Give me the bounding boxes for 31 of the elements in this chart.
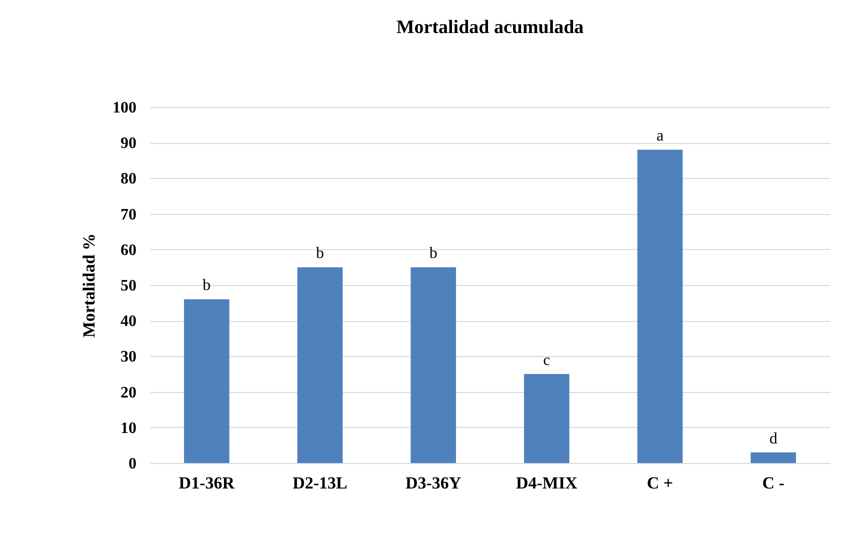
y-tick-label: 40 [120, 313, 136, 330]
y-tick-label: 50 [120, 278, 136, 294]
annotation: b [316, 245, 324, 262]
x-tick-label: D4-MIX [516, 474, 578, 492]
annotation: d [769, 430, 778, 448]
y-tick-label: 60 [120, 242, 136, 259]
x-tick-label: C - [762, 474, 785, 492]
annotation: a [656, 128, 664, 145]
y-tick-label: 10 [120, 420, 136, 437]
annotation: c [543, 352, 550, 369]
y-tick-label: 80 [120, 170, 136, 188]
y-tick-label: 100 [112, 100, 136, 116]
y-tick-label: 30 [120, 348, 136, 366]
x-tick-label: D2-13L [292, 474, 348, 492]
bar [297, 267, 343, 463]
y-tick-label: 0 [128, 456, 136, 472]
bar [637, 150, 683, 463]
y-tick-label: 70 [120, 206, 136, 224]
y-axis-title: Mortalidad % [80, 233, 98, 338]
bar [524, 374, 570, 463]
chart-title: Mortalidad acumulada [396, 17, 584, 38]
x-tick-label: D3-36Y [405, 474, 462, 492]
bar [750, 452, 796, 463]
y-tick-label: 20 [120, 384, 136, 402]
bar [410, 267, 456, 463]
annotation: b [429, 245, 438, 262]
bar [184, 299, 230, 463]
x-tick-label: C + [646, 474, 674, 492]
y-tick-label: 90 [120, 135, 136, 152]
x-tick-label: D1-36R [178, 474, 236, 492]
annotation: b [202, 277, 211, 294]
